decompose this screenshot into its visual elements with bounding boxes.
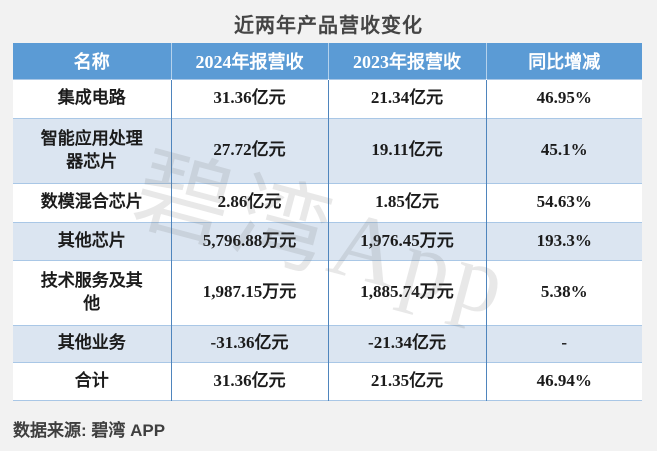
header-yoy: 同比增减 [485,43,642,79]
cell-rev-2024: 1,987.15万元 [170,259,328,325]
cell-rev-2024: 5,796.88万元 [170,221,328,260]
header-rev-2024: 2024年报营收 [170,43,328,79]
cell-name: 集成电路 [13,78,171,118]
table-row: 其他芯片 5,796.88万元 1,976.45万元 193.3% [13,221,642,260]
table-row: 智能应用处理器芯片 27.72亿元 19.11亿元 45.1% [13,117,642,183]
data-source-label: 数据来源: 碧湾 APP [13,421,166,440]
cell-name: 技术服务及其他 [13,259,171,325]
table-row: 其他业务 -31.36亿元 -21.34亿元 - [13,324,642,362]
cell-yoy: - [485,324,642,362]
page-title: 近两年产品营收变化 [234,15,423,37]
cell-yoy: 5.38% [485,259,642,325]
table-header-row: 名称 2024年报营收 2023年报营收 同比增减 [13,43,642,79]
cell-name: 合计 [13,361,171,400]
cell-name: 智能应用处理器芯片 [13,117,171,183]
cell-rev-2023: 21.34亿元 [327,78,486,118]
cell-yoy: 193.3% [485,221,642,260]
table-row: 集成电路 31.36亿元 21.34亿元 46.95% [13,78,642,118]
revenue-table: 名称 2024年报营收 2023年报营收 同比增减 集成电路 31.36亿元 2… [13,43,642,401]
cell-name: 数模混合芯片 [13,182,171,222]
cell-yoy: 46.94% [485,361,642,400]
cell-yoy: 45.1% [485,117,642,183]
cell-rev-2023: 1.85亿元 [327,182,486,222]
cell-rev-2023: 19.11亿元 [327,117,486,183]
table-row: 数模混合芯片 2.86亿元 1.85亿元 54.63% [13,182,642,222]
cell-rev-2024: 27.72亿元 [170,117,328,183]
cell-rev-2024: -31.36亿元 [170,324,328,362]
cell-yoy: 46.95% [485,78,642,118]
cell-yoy: 54.63% [485,182,642,222]
cell-rev-2023: 1,976.45万元 [327,221,486,260]
table-row: 技术服务及其他 1,987.15万元 1,885.74万元 5.38% [13,259,642,325]
header-rev-2023: 2023年报营收 [327,43,486,79]
cell-rev-2024: 31.36亿元 [170,361,328,400]
cell-rev-2023: 21.35亿元 [327,361,486,400]
cell-rev-2023: -21.34亿元 [327,324,486,362]
cell-rev-2024: 31.36亿元 [170,78,328,118]
header-name: 名称 [73,51,110,72]
cell-rev-2023: 1,885.74万元 [327,259,486,325]
table-row: 合计 31.36亿元 21.35亿元 46.94% [13,361,642,400]
cell-name: 其他业务 [13,324,171,362]
cell-rev-2024: 2.86亿元 [170,182,328,222]
cell-name: 其他芯片 [13,221,171,260]
